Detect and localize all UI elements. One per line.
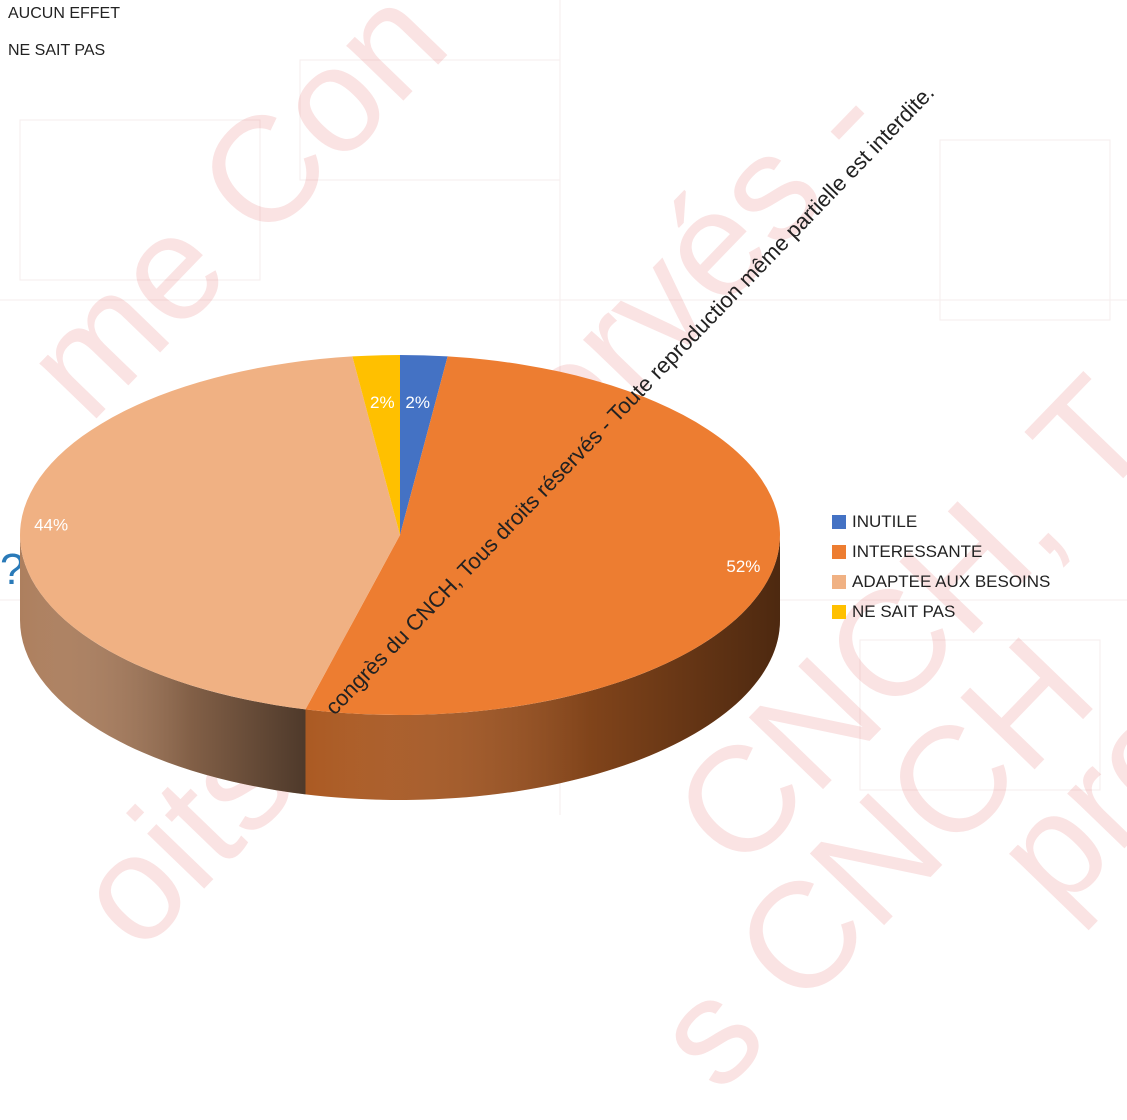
legend-swatch-ne-sait-pas (832, 605, 846, 619)
legend-label-interessante: INTERESSANTE (852, 542, 983, 561)
pie-slice-inutile (400, 355, 448, 535)
data-label-ne-sait-pas: 2% (370, 393, 395, 412)
data-label-adaptee-aux-besoins: 44% (34, 516, 68, 535)
legend-item-ne-sait-pas: NE SAIT PAS (832, 597, 1050, 627)
legend-swatch-interessante (832, 545, 846, 559)
legend-item-interessante: INTERESSANTE (832, 537, 1050, 567)
top-legend: AUCUN EFFET NE SAIT PAS (8, 2, 120, 76)
legend-item-inutile: INUTILE (832, 507, 1050, 537)
legend-label-adaptee-aux-besoins: ADAPTEE AUX BESOINS (852, 572, 1051, 591)
pie-slice-interessante (305, 356, 781, 715)
top-legend-item-ne-sait-pas: NE SAIT PAS (8, 42, 106, 59)
legend-swatch-inutile (832, 515, 846, 529)
legend-swatch-adaptee-aux-besoins (832, 575, 846, 589)
pie-side-shade-interessante (305, 535, 780, 801)
pie-slice-adaptee-aux-besoins (19, 356, 400, 710)
top-legend-item-aucun-effet: AUCUN EFFET (8, 5, 120, 22)
data-label-interessante: 52% (726, 557, 760, 576)
chart-legend: INUTILE INTERESSANTE ADAPTEE AUX BESOINS… (832, 507, 1050, 627)
pie-slice-ne-sait-pas (352, 355, 400, 535)
data-label-inutile: 2% (405, 393, 430, 412)
legend-item-adaptee-aux-besoins: ADAPTEE AUX BESOINS (832, 567, 1050, 597)
pie-chart: 2% 52% 44% 2% (19, 355, 781, 801)
pie-side-shade-adaptee-aux-besoins (20, 535, 306, 795)
legend-label-inutile: INUTILE (852, 512, 918, 531)
legend-label-ne-sait-pas: NE SAIT PAS (852, 602, 956, 621)
